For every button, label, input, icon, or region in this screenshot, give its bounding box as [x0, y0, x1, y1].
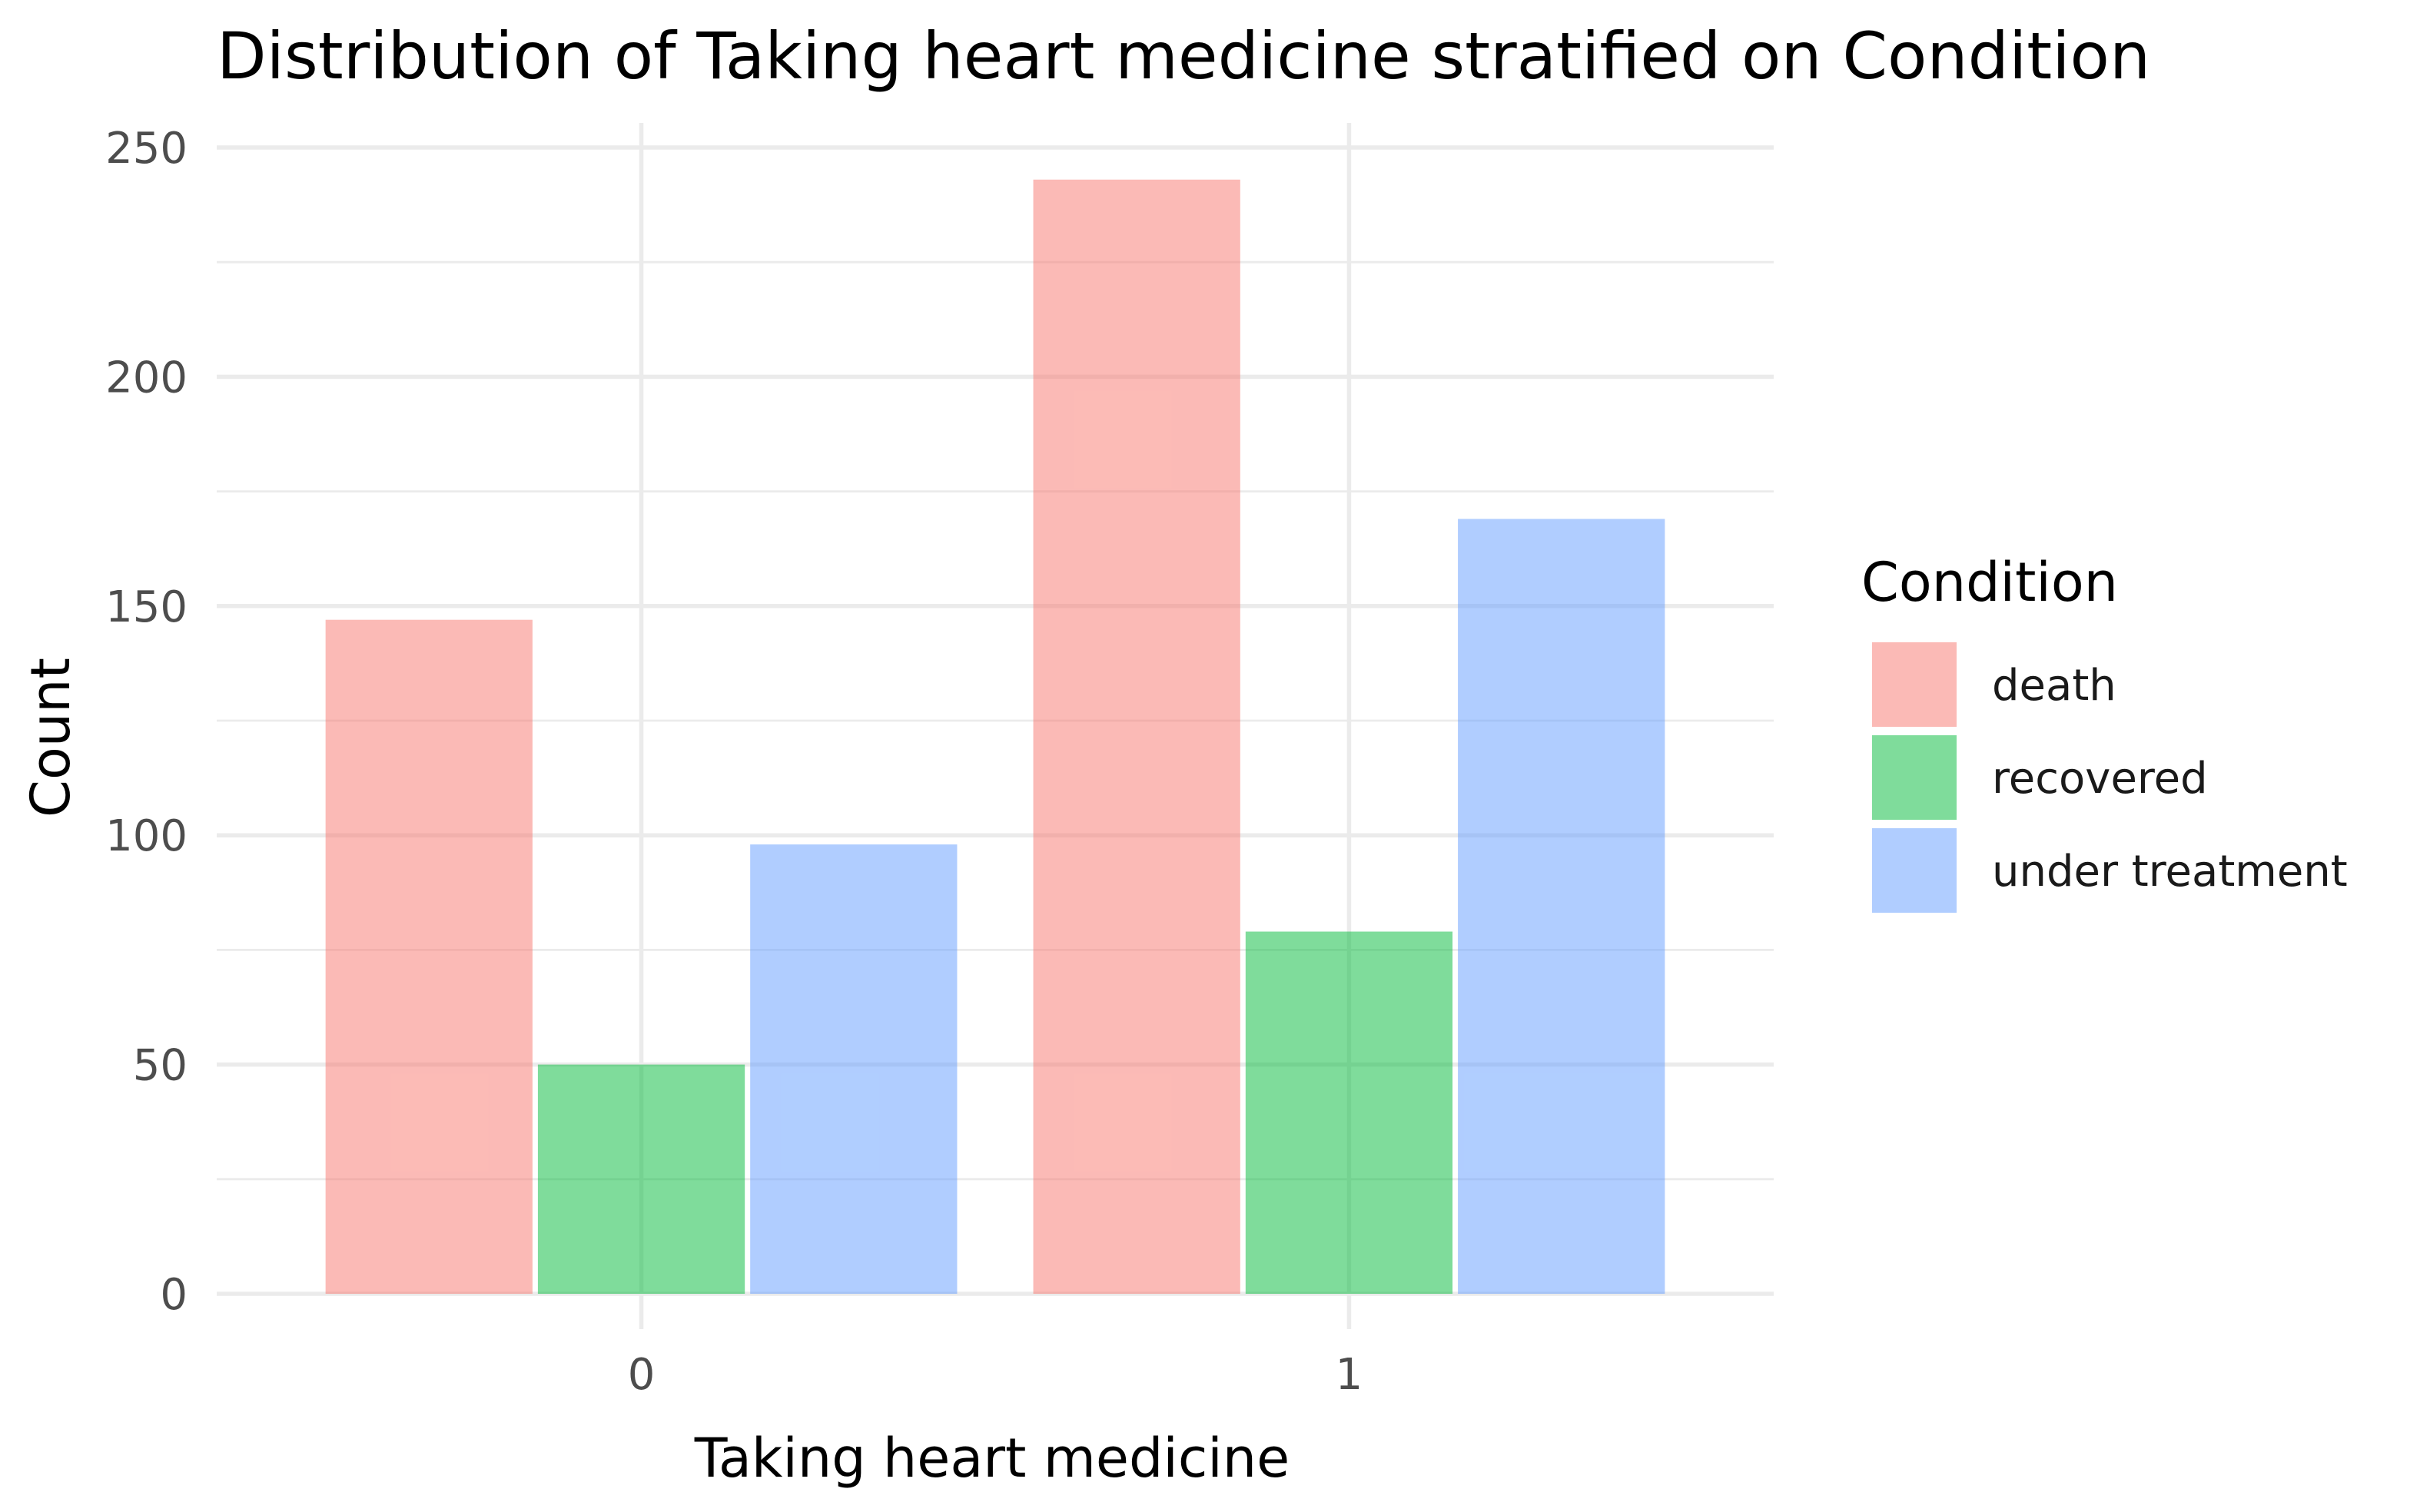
y-tick-label: 50: [133, 1041, 188, 1091]
y-axis-ticks: 0 50 100 150 200 250: [105, 124, 188, 1320]
legend-key-recovered: [1872, 735, 1957, 820]
y-tick-label: 250: [105, 124, 188, 174]
x-axis-title: Taking heart medicine: [694, 1427, 1290, 1490]
legend-label-death: death: [1992, 661, 2116, 711]
legend: Condition death recovered under treatment: [1861, 551, 2348, 913]
bar-recovered-1: [1245, 931, 1453, 1294]
legend-label-recovered: recovered: [1992, 754, 2208, 804]
x-tick-label: 0: [628, 1350, 656, 1400]
bar-death-0: [325, 619, 533, 1294]
bars: [325, 179, 1665, 1294]
chart-title: Distribution of Taking heart medicine st…: [217, 18, 2150, 94]
y-tick-label: 100: [105, 811, 188, 861]
bar-recovered-0: [537, 1064, 745, 1294]
legend-key-death: [1872, 642, 1957, 727]
bar-under-treatment-1: [1458, 519, 1665, 1294]
x-tick-label: 1: [1336, 1350, 1363, 1400]
y-tick-label: 200: [105, 353, 188, 403]
bar-death-1: [1033, 179, 1240, 1294]
legend-label-under-treatment: under treatment: [1992, 847, 2348, 897]
legend-key-under-treatment: [1872, 828, 1957, 913]
legend-title: Condition: [1861, 551, 2118, 614]
bar-under-treatment-0: [750, 844, 958, 1294]
y-axis-title: Count: [19, 658, 82, 817]
y-tick-label: 150: [105, 582, 188, 632]
y-tick-label: 0: [160, 1270, 188, 1320]
